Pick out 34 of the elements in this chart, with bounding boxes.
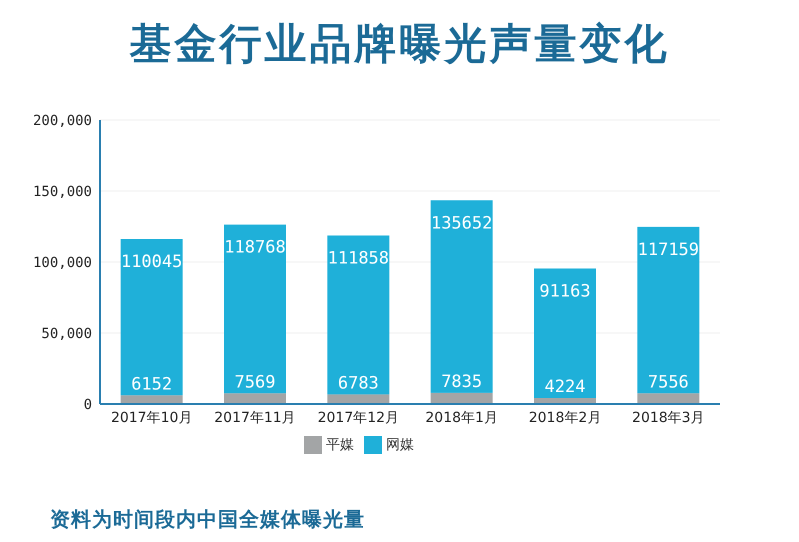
y-tick-label: 150,000	[32, 184, 92, 200]
x-tick-label: 2018年1月	[425, 410, 498, 426]
y-tick-label: 0	[84, 396, 92, 413]
legend-label: 网媒	[386, 437, 414, 453]
x-tick-label: 2017年12月	[318, 410, 400, 426]
data-label: 118768	[224, 238, 286, 258]
data-label: 4224	[544, 377, 586, 397]
bar	[534, 268, 596, 398]
x-tick-label: 2017年11月	[214, 410, 296, 426]
legend-label: 平媒	[326, 437, 354, 453]
data-label: 6152	[131, 374, 172, 394]
x-tick-label: 2017年10月	[110, 410, 192, 426]
data-label: 7835	[441, 372, 482, 392]
x-tick-label: 2018年3月	[632, 410, 705, 426]
bar	[224, 224, 286, 394]
data-label: 117159	[638, 240, 700, 260]
data-label: 111858	[328, 248, 390, 269]
data-label: 110045	[120, 252, 182, 272]
chart-title: 基金行业品牌曝光声量变化	[128, 18, 670, 70]
data-label: 6783	[338, 373, 379, 394]
y-tick-label: 50,000	[41, 326, 92, 342]
data-label: 7569	[234, 372, 276, 392]
data-label: 135652	[430, 213, 492, 234]
bar	[430, 392, 493, 404]
y-tick-label: 200,000	[32, 112, 92, 129]
bar	[327, 236, 390, 394]
data-label: 91163	[539, 282, 591, 302]
bar	[430, 200, 493, 393]
text: 资料为时间段内中国全媒体曝光量	[50, 506, 365, 533]
data-label: 7556	[648, 372, 689, 392]
x-tick-label: 2018年2月	[528, 410, 602, 426]
bar	[637, 226, 700, 394]
bar	[120, 239, 183, 396]
y-tick-label: 100,000	[32, 254, 92, 271]
